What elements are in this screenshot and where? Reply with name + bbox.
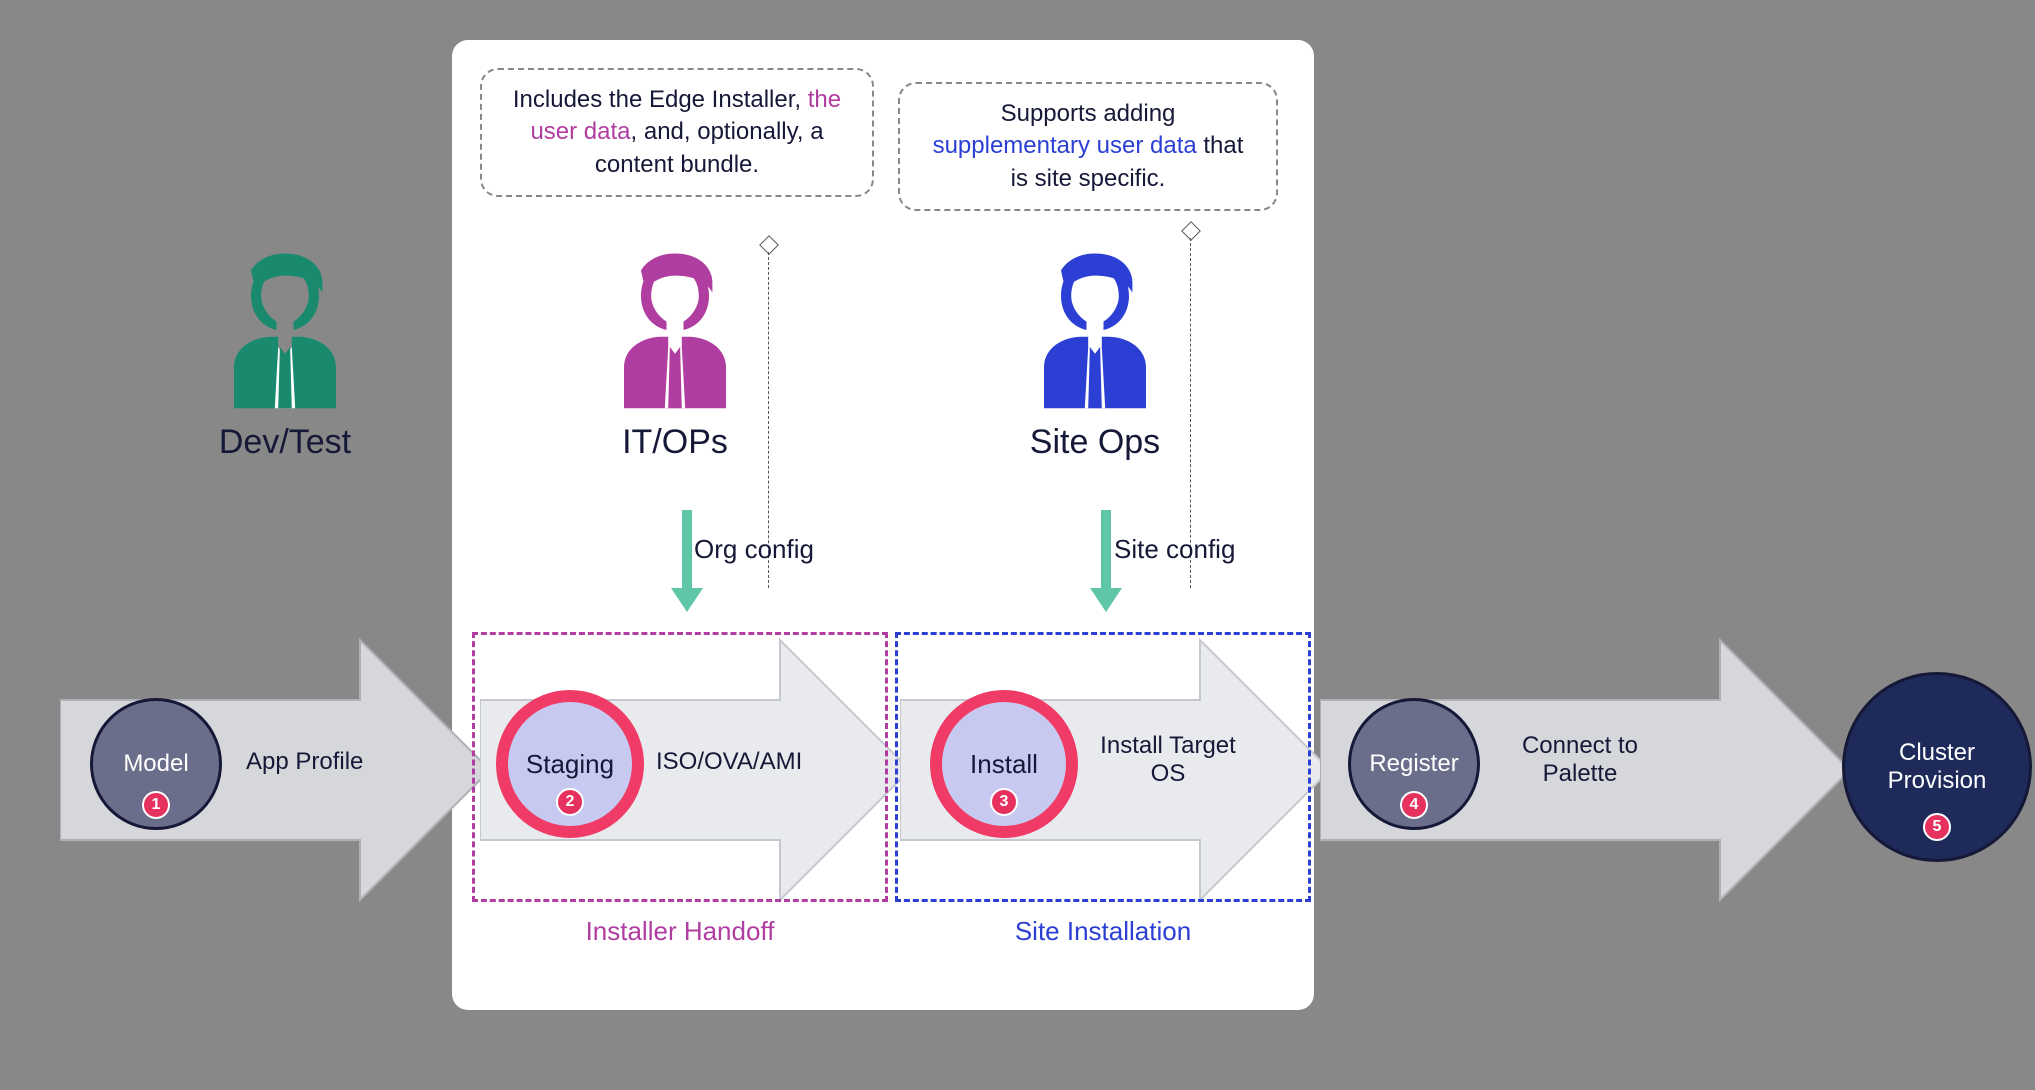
org-config-label: Org config	[694, 534, 814, 565]
step-install: Install 3	[930, 690, 1078, 838]
step-label: Staging	[526, 749, 614, 780]
step-staging: Staging 2	[496, 690, 644, 838]
step-badge: 1	[142, 791, 170, 819]
step-model: Model 1	[90, 698, 222, 830]
callout-siteops: Supports adding supplementary user data …	[898, 82, 1278, 211]
arrow-label: ISO/OVA/AMI	[656, 748, 802, 776]
step-cluster-provision: Cluster Provision 5	[1842, 672, 2032, 862]
step-badge: 4	[1400, 791, 1428, 819]
arrow-label: Connect to Palette	[1500, 732, 1660, 788]
callout-highlight: supplementary user data	[933, 132, 1197, 159]
arrow-label: App Profile	[246, 748, 363, 776]
person-icon	[590, 245, 760, 415]
person-icon	[1010, 245, 1180, 415]
step-badge: 5	[1923, 813, 1951, 841]
callout-text: Supports adding	[1001, 100, 1176, 127]
callout-itops: Includes the Edge Installer, the user da…	[480, 68, 874, 197]
step-badge: 3	[990, 788, 1018, 816]
persona-devtest: Dev/Test	[200, 245, 370, 462]
step-register: Register 4	[1348, 698, 1480, 830]
persona-siteops: Site Ops	[1010, 245, 1180, 462]
arrow-label: Install Target OS	[1088, 732, 1248, 788]
site-config-label: Site config	[1114, 534, 1235, 565]
callout-text: Includes the Edge Installer,	[513, 86, 808, 113]
step-label: Model	[123, 750, 188, 778]
persona-label: IT/OPs	[622, 423, 728, 462]
persona-label: Site Ops	[1030, 423, 1160, 462]
step-label: Cluster Provision	[1845, 739, 2029, 795]
step-label: Install	[970, 749, 1038, 780]
step-label: Register	[1369, 750, 1458, 778]
persona-itops: IT/OPs	[590, 245, 760, 462]
step-badge: 2	[556, 788, 584, 816]
persona-label: Dev/Test	[219, 423, 351, 462]
dashed-box-label: Site Installation	[895, 916, 1311, 947]
person-icon	[200, 245, 370, 415]
dashed-box-label: Installer Handoff	[472, 916, 888, 947]
